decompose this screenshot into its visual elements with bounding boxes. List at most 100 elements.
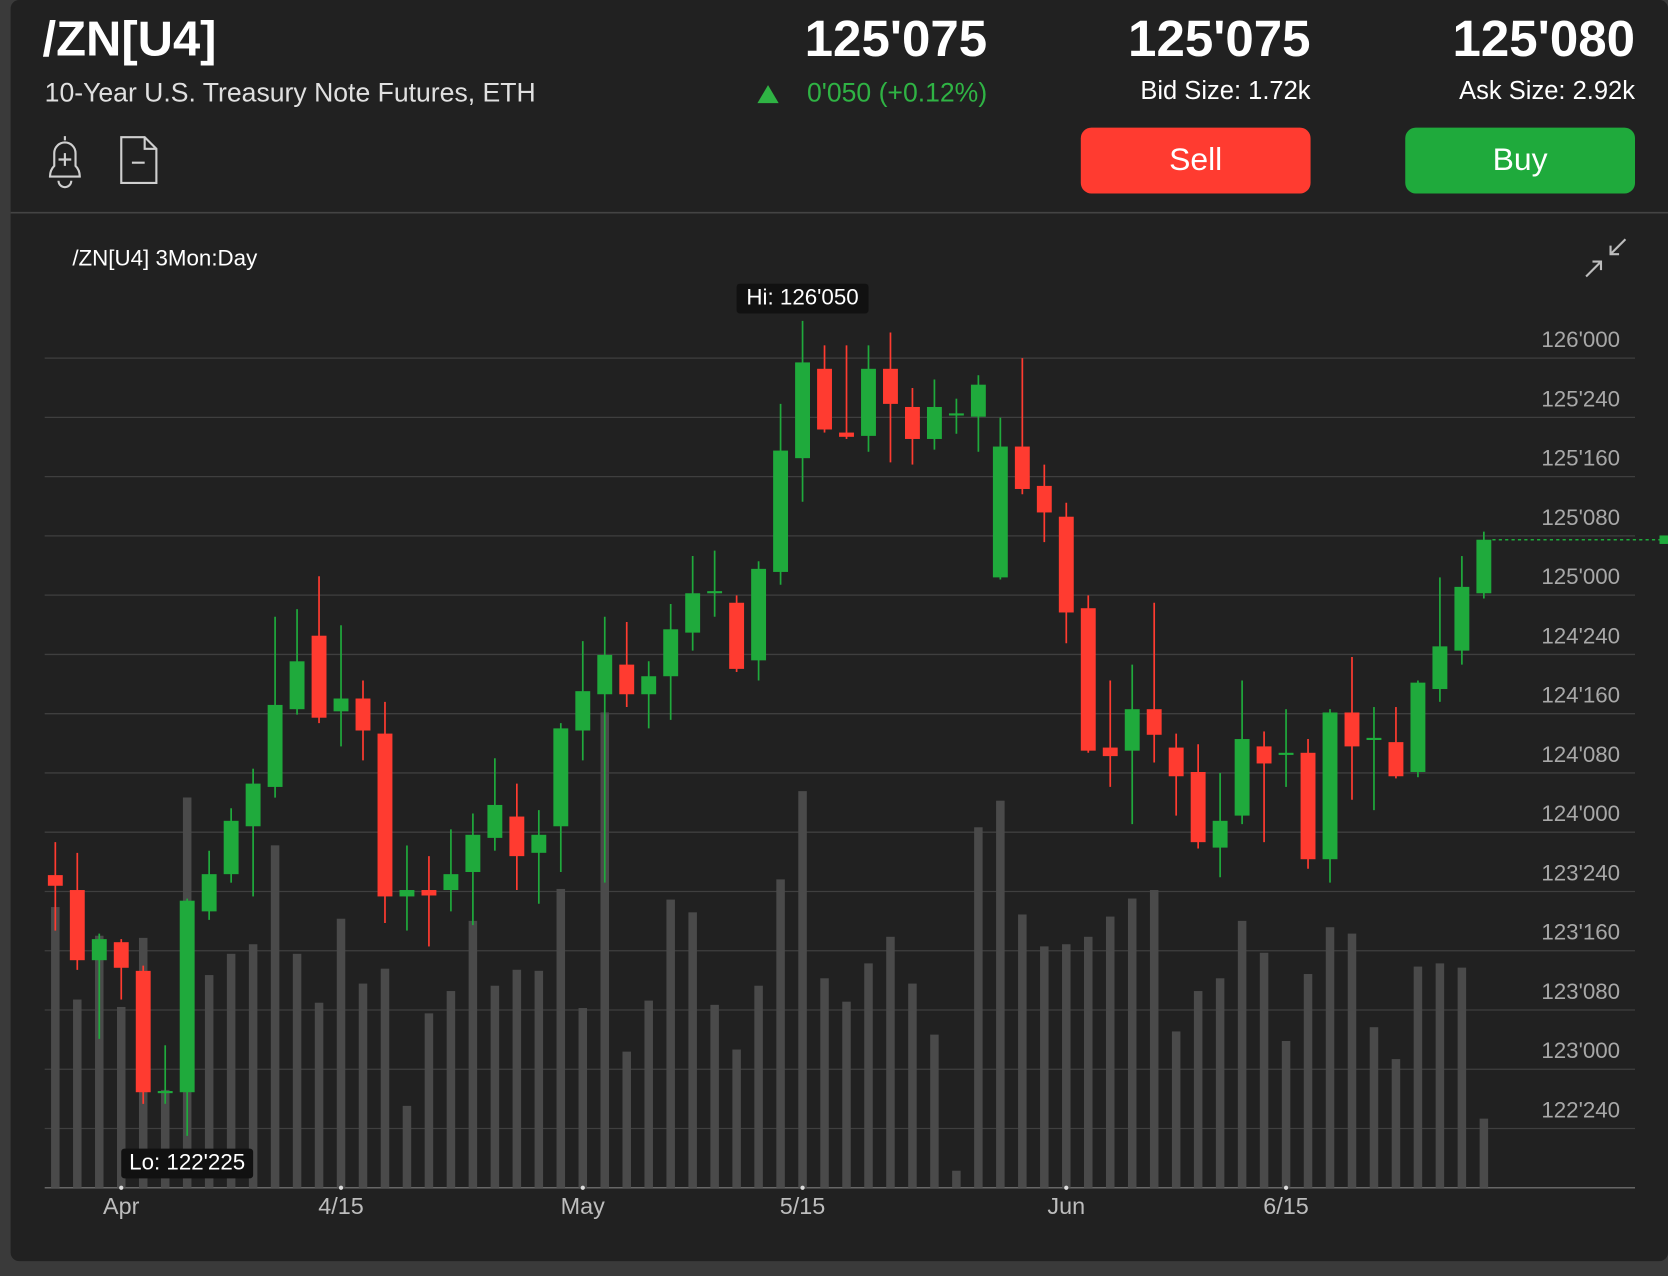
candle-body [1454, 586, 1470, 651]
collapse-arrows[interactable] [1585, 238, 1627, 278]
candle-body [1212, 820, 1228, 848]
volume-bar [73, 999, 82, 1188]
volume-bar [556, 888, 566, 1188]
candle-body [861, 368, 876, 436]
candle-body [1102, 747, 1118, 757]
candle-body [641, 676, 657, 695]
symbol: /ZN[U4] [43, 12, 217, 66]
volume-bar [204, 975, 214, 1188]
candle-body [795, 362, 811, 459]
candle-body [839, 432, 854, 437]
volume-bar [424, 1013, 434, 1188]
x-tick-label: Jun [1047, 1193, 1085, 1219]
candle-body [751, 568, 767, 661]
candle-body [992, 446, 1008, 578]
lo-label-bg [121, 1148, 254, 1179]
x-tick-label: 6/15 [1263, 1193, 1309, 1219]
candle-body [487, 804, 503, 838]
volume-bar [95, 935, 104, 1188]
collapse-icon[interactable] [1585, 238, 1627, 278]
y-tick-label: 125'080 [1541, 505, 1620, 530]
alert-icon[interactable] [48, 136, 81, 189]
volume-bar [1018, 914, 1027, 1188]
candle-body [1432, 646, 1448, 690]
lo-label: Lo: 122'225 [129, 1149, 245, 1174]
volume-bar [644, 1000, 653, 1188]
volume-bar [732, 1049, 741, 1188]
candle-body [91, 939, 107, 961]
candle-body [619, 664, 635, 695]
doc-shape[interactable] [120, 136, 158, 184]
buy-button[interactable]: Buy [1405, 127, 1636, 194]
volume-bar [1325, 927, 1335, 1188]
candle-body [1190, 771, 1206, 843]
volume-bar [578, 1008, 588, 1188]
candle-body [47, 875, 63, 886]
volume-bar [776, 879, 785, 1188]
y-tick-label: 125'000 [1541, 564, 1620, 589]
candle-body [1300, 752, 1316, 860]
y-tick-label: 122'240 [1541, 1097, 1620, 1122]
candle-body [1014, 446, 1030, 489]
volume-bar [1479, 1118, 1489, 1188]
candle-body [883, 368, 898, 404]
bid-price: 125'075 [1128, 10, 1311, 67]
volume-bar [1171, 1031, 1181, 1188]
buy-label[interactable]: Buy [1493, 141, 1548, 177]
volume-bar [402, 1105, 412, 1188]
candle-body [1322, 712, 1338, 860]
volume-bar [226, 953, 236, 1188]
volume-bar [1347, 933, 1357, 1188]
volume-bar [886, 936, 895, 1188]
candle-body [948, 413, 964, 416]
candle-body [333, 698, 349, 712]
volume-bar [1303, 974, 1313, 1188]
x-tick-label: 4/15 [318, 1193, 364, 1219]
y-tick-label: 126'000 [1541, 327, 1620, 352]
volume-bar [270, 845, 280, 1188]
candle-body [245, 783, 261, 827]
x-tick [1283, 1185, 1289, 1190]
candle-body [707, 591, 723, 594]
x-tick [1064, 1185, 1069, 1190]
volume-bar [336, 918, 346, 1188]
volume-bar [490, 985, 500, 1188]
remove-icon[interactable] [120, 136, 158, 184]
volume-bar [1259, 952, 1269, 1188]
candle-body [1168, 747, 1184, 777]
sell-button-bg[interactable] [1080, 127, 1311, 194]
y-tick-label: 123'080 [1541, 979, 1620, 1004]
ask-price: 125'080 [1453, 10, 1636, 67]
volume-bar [952, 1170, 961, 1188]
sell-button[interactable]: Sell [1080, 127, 1311, 194]
x-tick-label: May [561, 1193, 605, 1219]
volume-bar [710, 1004, 719, 1188]
volume-bar [600, 712, 610, 1188]
volume-bar [1435, 963, 1445, 1188]
sell-label[interactable]: Sell [1169, 141, 1222, 177]
hi-label-bg [736, 283, 869, 314]
volume-bar [842, 1001, 851, 1188]
candle-body [575, 691, 591, 731]
volume-bar [512, 969, 522, 1188]
y-tick-label: 124'240 [1541, 623, 1620, 648]
candle-body [553, 728, 569, 827]
y-tick-label: 125'160 [1541, 446, 1620, 471]
bell-shape[interactable] [48, 136, 81, 189]
candle-body [157, 1091, 173, 1094]
candle-body [465, 834, 481, 873]
candle-body [685, 593, 701, 633]
candle-body [531, 834, 547, 853]
volume-bar [622, 1051, 631, 1188]
volume-bar [930, 1034, 939, 1188]
y-tick-label: 124'160 [1541, 683, 1620, 708]
buy-button-bg[interactable] [1405, 127, 1636, 194]
volume-bar [292, 953, 302, 1188]
volume-bar [798, 791, 807, 1188]
candle-body [135, 970, 151, 1093]
candle-body [1080, 608, 1096, 751]
bell-plus[interactable] [58, 153, 72, 166]
volume-bar [1127, 898, 1137, 1188]
ask-size: Ask Size: 2.92k [1459, 77, 1635, 105]
candle-body [970, 384, 986, 417]
